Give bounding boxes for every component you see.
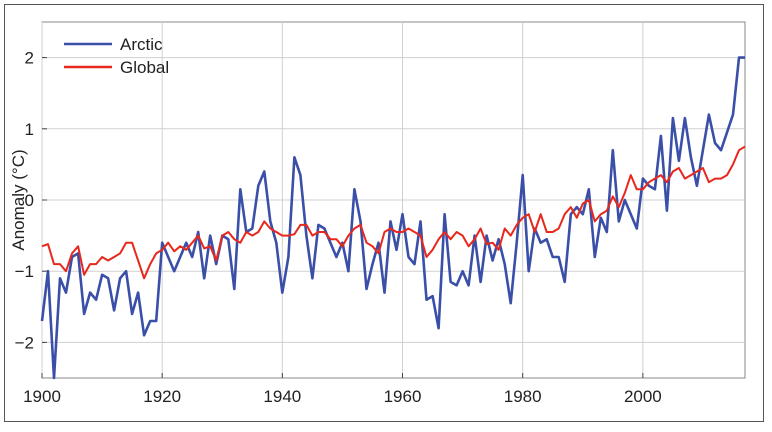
series-line-global [41, 145, 746, 280]
y-axis-ticks: −2 −1 0 1 2 [15, 49, 47, 352]
y-tick-label: −1 [15, 262, 34, 281]
y-tick-label: 2 [25, 49, 34, 68]
series-line-arctic [40, 56, 745, 380]
x-tick-label: 1960 [384, 387, 422, 406]
x-tick-label: 1900 [23, 387, 61, 406]
x-tick-label: 1940 [263, 387, 301, 406]
x-tick-label: 2000 [624, 387, 662, 406]
series-lines [40, 56, 746, 380]
y-tick-label: 0 [25, 191, 34, 210]
legend: Arctic Global [64, 35, 169, 77]
legend-label-global: Global [120, 58, 169, 77]
x-tick-label: 1920 [143, 387, 181, 406]
x-tick-label: 1980 [504, 387, 542, 406]
y-tick-label: 1 [25, 120, 34, 139]
x-axis-ticks: 1900 1920 1940 1960 1980 2000 [23, 373, 662, 406]
y-axis-label: Anomaly (°C) [9, 149, 28, 250]
legend-label-arctic: Arctic [120, 35, 163, 54]
y-tick-label: −2 [15, 333, 34, 352]
